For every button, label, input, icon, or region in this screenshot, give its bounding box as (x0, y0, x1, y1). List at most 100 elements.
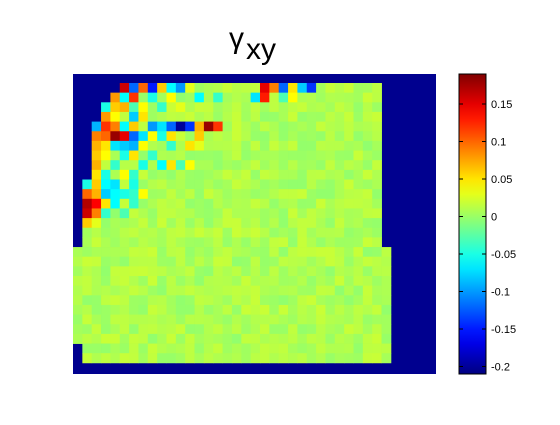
heatmap-cell (203, 92, 214, 103)
heatmap-cell (203, 266, 214, 277)
heatmap-cell (353, 247, 364, 258)
heatmap-cell (222, 237, 233, 248)
heatmap-cell (260, 150, 270, 161)
heatmap-cell (231, 343, 242, 354)
heatmap-cell (110, 247, 121, 258)
heatmap-cell (297, 198, 308, 209)
heatmap-cell (157, 237, 167, 248)
heatmap-cell (185, 179, 195, 190)
colorbar-tick-label: -0.2 (491, 362, 510, 374)
heatmap-cell (306, 295, 317, 306)
heatmap-cell (344, 198, 354, 209)
heatmap-cell (82, 333, 93, 344)
heatmap-cell (166, 343, 177, 354)
heatmap-cell (203, 102, 214, 113)
heatmap-cell (73, 276, 83, 287)
heatmap-cell (362, 218, 373, 229)
heatmap-cell (260, 160, 270, 171)
heatmap-cell (138, 237, 149, 248)
heatmap-cell (250, 247, 261, 258)
colorbar-tick-label: 0.15 (491, 99, 512, 111)
heatmap-cell (297, 295, 308, 306)
heatmap-cell (316, 256, 326, 267)
heatmap-cell (297, 314, 308, 325)
colorbar: -0.2 -0.15 -0.1 -0.05 0 0.05 0.1 0.15 (458, 73, 516, 375)
heatmap-cell (73, 304, 83, 315)
heatmap-cell (157, 353, 167, 364)
heatmap-cell (175, 208, 186, 219)
heatmap-cell (241, 285, 252, 296)
heatmap-cell (250, 189, 261, 200)
heatmap-cell (213, 198, 223, 209)
heatmap-cell (353, 83, 364, 94)
heatmap-cell (260, 247, 270, 258)
heatmap-cell (334, 324, 345, 335)
heatmap-cell (250, 218, 261, 229)
heatmap-cell (231, 266, 242, 277)
heatmap-cell (372, 83, 382, 94)
heatmap-cell (185, 304, 195, 315)
heatmap-cell (185, 333, 195, 344)
heatmap-cell (372, 247, 382, 258)
heatmap-cell (213, 189, 223, 200)
colorbar-frame (458, 73, 487, 375)
heatmap-cell (138, 266, 149, 277)
heatmap-cell (353, 256, 364, 267)
heatmap-cell (250, 353, 261, 364)
heatmap-cell (231, 276, 242, 287)
heatmap-cell (269, 208, 280, 219)
heatmap-cell (362, 189, 373, 200)
heatmap-cell (353, 333, 364, 344)
heatmap-cell (175, 324, 186, 335)
heatmap-cell (344, 353, 354, 364)
heatmap-cell (353, 266, 364, 277)
heatmap-cell (147, 247, 158, 258)
heatmap-cell (334, 314, 345, 325)
heatmap-cell (316, 121, 326, 132)
heatmap-cell (288, 140, 298, 151)
heatmap-cell (241, 314, 252, 325)
heatmap-cell (362, 83, 373, 94)
heatmap-cell (194, 227, 205, 238)
heatmap-cell (213, 92, 223, 103)
heatmap-cell (306, 353, 317, 364)
heatmap-cell (129, 92, 139, 103)
heatmap-cell (213, 150, 223, 161)
heatmap-cell (372, 150, 382, 161)
heatmap-cell (344, 304, 354, 315)
heatmap-cell (138, 304, 149, 315)
heatmap-cell (260, 121, 270, 132)
heatmap-cell (250, 208, 261, 219)
heatmap-cell (344, 169, 354, 180)
heatmap-cell (110, 189, 121, 200)
heatmap-cell (101, 324, 111, 335)
heatmap-cell (222, 247, 233, 258)
heatmap-cell (344, 247, 354, 258)
heatmap-cell (269, 304, 280, 315)
heatmap-cell (362, 266, 373, 277)
heatmap-cell (344, 150, 354, 161)
heatmap-cell (185, 314, 195, 325)
heatmap-cell (91, 343, 102, 354)
heatmap-cell (362, 304, 373, 315)
heatmap-cell (138, 227, 149, 238)
heatmap-cell (185, 295, 195, 306)
heatmap-cell (129, 314, 139, 325)
heatmap-cell (260, 295, 270, 306)
heatmap-cell (91, 227, 102, 238)
heatmap-cell (278, 333, 289, 344)
heatmap-cell (119, 247, 130, 258)
heatmap-cell (166, 218, 177, 229)
heatmap-cell (231, 333, 242, 344)
heatmap-cell (241, 111, 252, 122)
heatmap-cell (250, 169, 261, 180)
heatmap-cell (260, 83, 270, 94)
heatmap-cell (306, 343, 317, 354)
heatmap-cell (316, 285, 326, 296)
heatmap-cell (194, 208, 205, 219)
heatmap-cell (260, 324, 270, 335)
colorbar-tick-label: 0 (491, 212, 497, 224)
heatmap-cell (231, 324, 242, 335)
heatmap-cell (82, 208, 93, 219)
heatmap-cell (82, 247, 93, 258)
